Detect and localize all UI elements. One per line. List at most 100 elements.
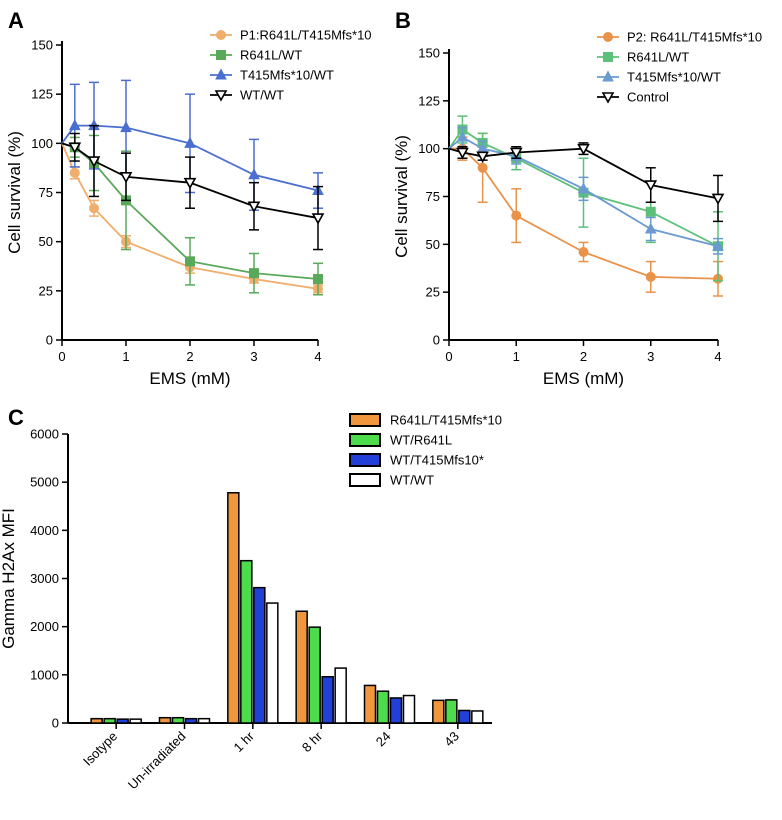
panel-a-legend-item: T415Mfs*10/WT: [210, 68, 334, 83]
panel-c-bar-8-hr-wt-wt: [334, 667, 347, 724]
panel-a-series-wt-wt-point: [183, 177, 197, 190]
panel-b-y-tick-label: 25: [426, 285, 440, 300]
panel-c-y-axis-label: Gamma H2Ax MFI: [0, 508, 18, 649]
panel-a-series-r641l-wt-point: [185, 256, 195, 267]
panel-a-series-t415mfs-10-wt-point: [248, 168, 260, 180]
panel-b-y-tick-label: 50: [426, 237, 440, 252]
panel-c-y-tick-label: 6000: [30, 427, 59, 442]
panel-a-series-wt-wt-point: [247, 201, 261, 213]
panel-c-bar-8-hr-wt-r641l: [308, 626, 321, 724]
panel-c-bar-isotype-r641l-t415mfs-10: [90, 717, 103, 724]
panel-a-x-tick-label: 4: [314, 349, 321, 364]
panel-c-bar-isotype-wt-wt: [129, 718, 142, 724]
panel-a-y-tick-label: 0: [46, 333, 53, 348]
panel-b-series-control-point: [577, 143, 590, 156]
panel-a-y-tick-label: 150: [31, 38, 53, 53]
panel-a-x-tick-label: 2: [186, 349, 193, 364]
panel-c-legend-swatch: [349, 413, 381, 427]
panel-c-legend-label: WT/WT: [390, 473, 434, 488]
panel-b-series-t415mfs-10-wt-point: [577, 182, 590, 194]
panel-b-x-tick-label: 2: [580, 349, 587, 364]
panel-b-x-axis-label: EMS (mM): [543, 369, 624, 388]
panel-c-bar-1-hr-r641l-t415mfs-10: [227, 492, 240, 724]
panel-a-y-axis-label: Cell survival (%): [5, 131, 24, 254]
panel-c-bar-1-hr-wt-t415mfs10: [253, 586, 266, 724]
panel-c-y-tick-label: 5000: [30, 475, 59, 490]
panel-c-x-tick-label: 1 hr: [231, 728, 258, 755]
panel-b-legend-label: R641L/WT: [627, 50, 689, 65]
panel-b-y-tick-label: 150: [418, 46, 440, 61]
panel-a-legend-item: WT/WT: [210, 88, 284, 103]
panel-c-bar-isotype-wt-r641l: [103, 717, 116, 724]
panel-a-series-p1-r641l-t415mfs-10-point: [89, 203, 99, 214]
panel-b-series-t415mfs-10-wt-point: [456, 130, 469, 142]
panel-b-series-control-point: [509, 147, 523, 160]
panel-b-series-t415mfs-10-wt-point: [712, 239, 724, 251]
panel-c-y-tick-label: 2000: [30, 619, 59, 634]
panel-c-legend-item: R641L/T415Mfs*10: [349, 413, 502, 428]
panel-a-x-tick-label: 3: [250, 349, 257, 364]
panel-c-bar-isotype-wt-t415mfs10: [116, 718, 129, 724]
panel-c-x-tick-label: Isotype: [80, 729, 120, 769]
panel-a-series-p1-r641l-t415mfs-10-point: [69, 167, 80, 178]
panel-b-legend-marker: [601, 92, 615, 104]
panel-c-y-tick-label: 3000: [30, 571, 59, 586]
panel-a-series-r641l-wt-point: [249, 268, 259, 279]
panel-a-series-wt-wt-point: [87, 156, 101, 168]
panel-c-x-tick-label: Un-irradiated: [125, 729, 189, 793]
panel-b-series-control-point: [476, 151, 489, 163]
panel-b-legend-item: Control: [597, 90, 669, 105]
panel-b-legend-marker: [603, 52, 613, 62]
panel-c-bar-un-irradiated-wt-t415mfs10: [184, 717, 198, 724]
panel-a-chart: 0 25 50 75 100 125 150 0 1 2 3 4 EMS (mM) Cell surviv…: [5, 28, 372, 389]
panel-c-legend-swatch: [349, 473, 381, 487]
panel-a-y-tick-label: 100: [31, 136, 53, 151]
panel-b-legend-item: P2: R641L/T415Mfs*10: [597, 30, 762, 45]
panel-c-bar-24-wt-r641l: [376, 690, 390, 724]
panel-c-y-tick-label: 4000: [30, 523, 59, 538]
panel-c-x-tick-label: 43: [441, 729, 462, 750]
panel-c-legend-item: WT/WT: [349, 473, 434, 488]
panel-c-chart: 0 1000 2000 3000 4000 5000 6000 Gamma H2Ax MFI I…: [0, 413, 502, 793]
panel-a-series-r641l-wt-point: [313, 274, 323, 285]
panel-c-x-tick-label: 24: [373, 729, 394, 750]
panel-a-series-wt-wt-point: [68, 142, 82, 154]
panel-b-y-axis-label: Cell survival (%): [392, 135, 411, 258]
panel-b-legend-label: T415Mfs*10/WT: [627, 70, 721, 85]
panel-c-bar-24-r641l-t415mfs-10: [363, 684, 377, 724]
panel-b-series-control: [448, 142, 725, 223]
panel-b-series-control-point: [711, 193, 725, 206]
panel-a-series-wt-wt-point: [311, 213, 325, 225]
panel-a-legend-marker: [216, 30, 226, 40]
panel-c-bar-un-irradiated-wt-wt: [197, 717, 211, 724]
panel-a-x-tick-label: 1: [122, 349, 129, 364]
panel-a-letter: A: [8, 8, 24, 33]
panel-b-legend-marker: [603, 32, 613, 42]
panel-b-legend-item: R641L/WT: [597, 50, 689, 65]
panel-b-x-tick-label: 4: [714, 349, 721, 364]
panel-a-legend-label: P1:R641L/T415Mfs*10: [240, 28, 372, 43]
panel-b-series-control-point: [456, 147, 469, 160]
panel-b-series-p2-r641l-t415mfs-10-point: [511, 210, 522, 221]
panel-a-series-p1-r641l-t415mfs-10: [61, 142, 323, 294]
panel-a-legend-marker: [214, 90, 228, 102]
panel-c-bar-43-wt-wt: [471, 710, 484, 724]
panel-b-legend-marker: [602, 70, 614, 82]
panel-a-series-wt-wt-point: [119, 171, 133, 184]
panel-c-legend-swatch: [349, 453, 381, 467]
panel-c-legend-item: WT/R641L: [349, 433, 452, 448]
panel-c-bar-8-hr-wt-t415mfs10: [321, 676, 334, 724]
panel-c-legend-item: WT/T415Mfs10*: [349, 453, 484, 468]
panel-a-y-tick-label: 50: [39, 234, 53, 249]
panel-b-series-control-point: [644, 180, 658, 192]
panel-b-series-p2-r641l-t415mfs-10-point: [477, 162, 488, 173]
panel-b-y-tick-label: 125: [418, 93, 440, 108]
panel-c-legend-label: R641L/T415Mfs*10: [390, 413, 502, 428]
panel-a-y-tick-label: 75: [39, 185, 53, 200]
panel-c-bar-8-hr-r641l-t415mfs-10: [295, 610, 308, 724]
panel-c-bar-24-wt-wt: [402, 694, 416, 724]
panel-c-bar-43-wt-t415mfs10: [458, 709, 471, 724]
panel-b-x-tick-label: 1: [513, 349, 520, 364]
panel-b-chart: 0 25 50 75 100 125 150 0 1 2 3 4 EMS (mM) Cell surviv…: [392, 30, 762, 389]
panel-c-legend-swatch: [349, 433, 381, 447]
